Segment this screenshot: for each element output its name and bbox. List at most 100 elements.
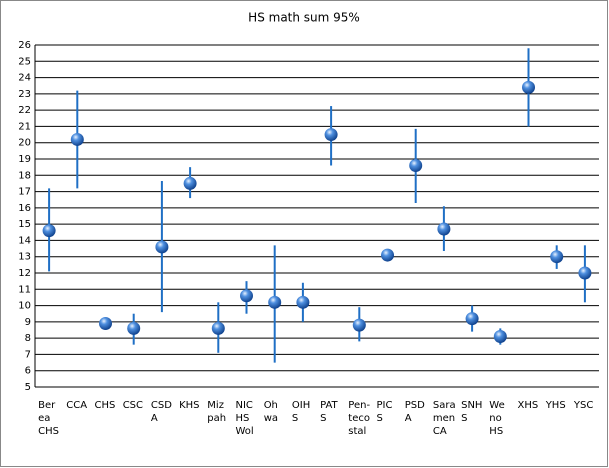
y-tick-label: 24 [18, 73, 31, 84]
x-tick-label-line: OIH [292, 400, 310, 411]
y-tick-label: 11 [18, 284, 31, 295]
x-tick-label-line: men [433, 413, 455, 424]
x-tick-label: OIH S [292, 400, 310, 424]
x-tick-label-line: S [461, 413, 467, 424]
x-tick-label-line: PAT [320, 400, 338, 411]
y-tick-label: 20 [18, 138, 31, 149]
y-tick-label: 5 [25, 382, 31, 393]
chart-title: HS math sum 95% [248, 11, 360, 25]
x-tick-label-line: CHS [38, 426, 59, 437]
x-tick-label-line: SNH [461, 400, 482, 411]
point [578, 266, 592, 280]
x-tick-label-line: PIC [377, 400, 393, 411]
x-tick-label: SNH S [461, 400, 482, 424]
y-tick-label: 26 [18, 40, 31, 51]
point [127, 321, 141, 335]
point [42, 224, 56, 238]
x-tick-label-line: pah [207, 413, 226, 424]
x-tick-label: CSD A [151, 400, 172, 424]
y-tick-label: 25 [18, 56, 31, 67]
y-tick-label: 16 [18, 203, 31, 214]
x-tick-label: XHS [518, 400, 539, 411]
point [240, 289, 253, 303]
point [522, 80, 535, 94]
x-tick-label-line: Oh [264, 400, 278, 411]
x-tick-label-line: CSD [151, 400, 172, 411]
point [324, 128, 338, 142]
point [296, 295, 310, 309]
point [99, 316, 112, 330]
point [381, 248, 394, 262]
x-tick-label-line: HS [236, 413, 250, 424]
x-tick-label-line: Ber [38, 400, 56, 411]
x-tick-label-line: A [405, 413, 412, 424]
y-tick-label: 23 [18, 89, 31, 100]
x-tick-label: Sara men CA [433, 400, 456, 437]
point [493, 330, 507, 344]
y-tick-label: 17 [18, 187, 31, 198]
x-tick-label: NIC HS Wol [236, 400, 254, 437]
y-tick-label: 10 [18, 301, 31, 312]
x-tick-label-line: S [292, 413, 298, 424]
y-tick-label: 6 [25, 366, 31, 377]
x-tick-label-line: teco [348, 413, 370, 424]
point [70, 132, 84, 146]
y-tick-label: 12 [18, 268, 31, 279]
x-tick-label: YHS [545, 400, 566, 411]
x-tick-label-line: no [489, 413, 501, 424]
x-tick-label: Oh wa [264, 400, 278, 424]
x-tick-label: We no HS [489, 400, 504, 437]
x-tick-label-line: YHS [545, 400, 566, 411]
x-tick-label-line: We [489, 400, 504, 411]
x-tick-label-line: NIC [236, 400, 253, 411]
x-tick-label-line: XHS [518, 400, 539, 411]
point [409, 159, 423, 173]
x-tick-label-line: HS [489, 426, 503, 437]
y-tick-label: 19 [18, 154, 31, 165]
x-tick-label: Miz pah [207, 400, 226, 424]
x-tick-label-line: Sara [433, 400, 456, 411]
x-tick-label: KHS [179, 400, 199, 411]
x-tick-label: Pen-teco stal [348, 400, 370, 437]
x-tick-label-line: S [320, 413, 326, 424]
x-tick-label-line: CA [433, 426, 447, 437]
x-tick-label: CHS [95, 400, 116, 411]
y-tick-label: 21 [18, 121, 31, 132]
x-tick-label: CSC [123, 400, 143, 411]
x-tick-label-line: ea [38, 413, 50, 424]
y-tick-label: 7 [25, 349, 31, 360]
x-tick-label: YSC [573, 400, 593, 411]
x-tick-label-line: stal [348, 426, 366, 437]
x-tick-label-line: CSC [123, 400, 143, 411]
x-tick-label: Ber ea CHS [38, 400, 59, 437]
point [268, 295, 282, 309]
point [550, 250, 564, 264]
y-tick-label: 15 [18, 219, 31, 230]
point [183, 176, 197, 190]
x-tick-label-line: Pen- [348, 400, 370, 411]
x-tick-label-line: KHS [179, 400, 199, 411]
y-tick-label: 18 [18, 170, 31, 181]
point [465, 312, 479, 326]
x-tick-label-line: Miz [207, 400, 224, 411]
y-tick-label: 22 [18, 105, 31, 116]
x-tick-label: PSD A [405, 400, 425, 424]
x-tick-label-line: wa [264, 413, 278, 424]
x-tick-label-line: Wol [236, 426, 254, 437]
y-tick-label: 9 [25, 317, 31, 328]
y-tick-label: 14 [18, 235, 31, 246]
point [437, 222, 451, 236]
x-tick-label: PAT S [320, 400, 338, 424]
x-tick-label-line: A [151, 413, 158, 424]
x-tick-label-line: PSD [405, 400, 425, 411]
x-tick-label-line: YSC [573, 400, 593, 411]
point [352, 318, 366, 332]
x-tick-label: CCA [66, 400, 87, 411]
x-tick-label-line: S [377, 413, 383, 424]
point [211, 321, 225, 335]
x-tick-label: PIC S [377, 400, 393, 424]
y-tick-label: 8 [25, 333, 31, 344]
point [155, 240, 169, 254]
